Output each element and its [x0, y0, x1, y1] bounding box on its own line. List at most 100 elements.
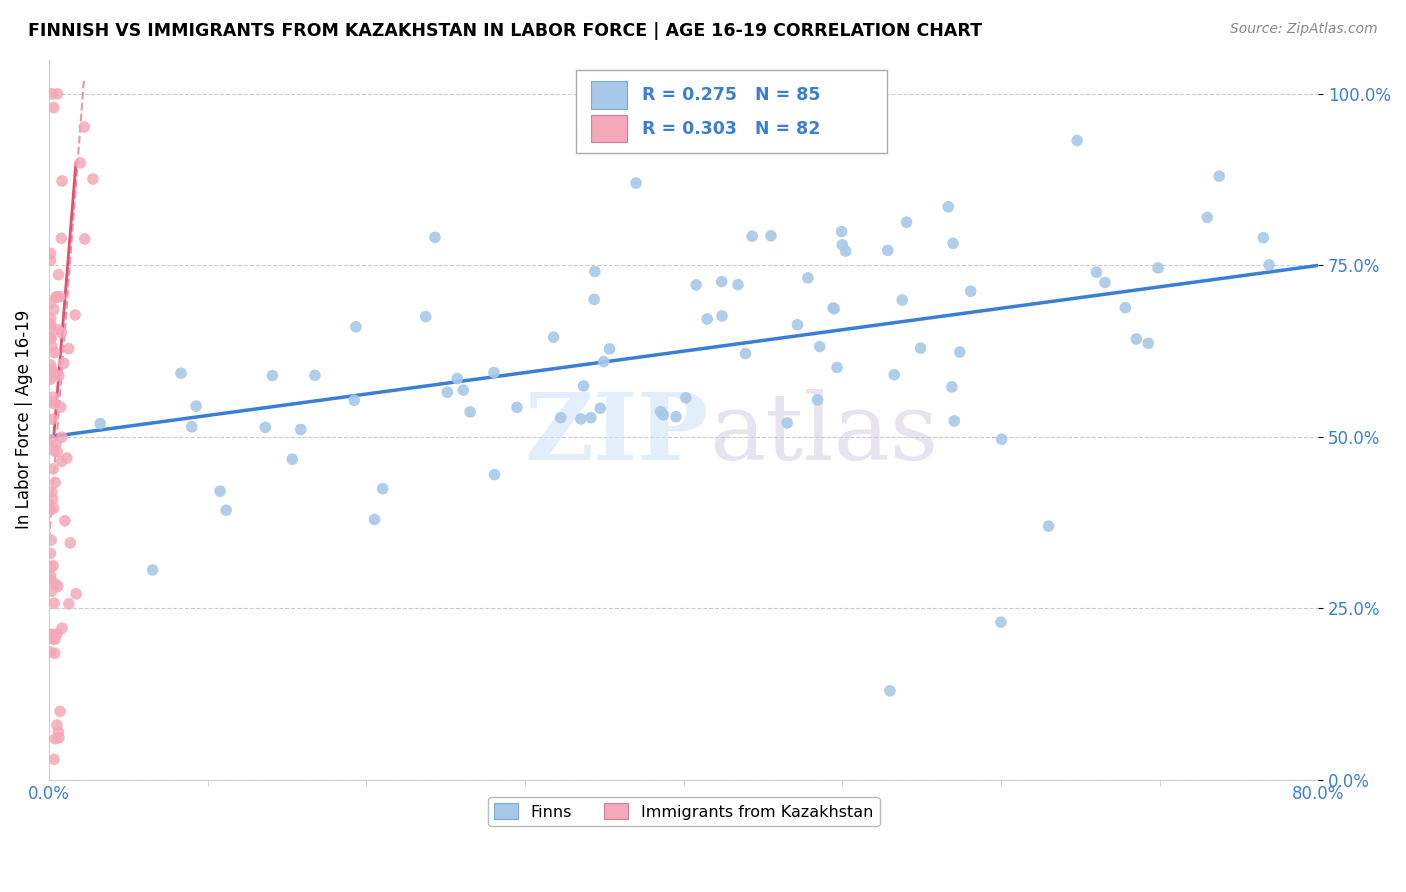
Point: [39, 572, 62, 586]
Point: [423, 230, 446, 244]
Point: [39, 296, 62, 310]
Point: [39, 246, 62, 260]
Point: [910, 341, 932, 355]
Text: FINNISH VS IMMIGRANTS FROM KAZAKHSTAN IN LABOR FORCE | AGE 16-19 CORRELATION CHA: FINNISH VS IMMIGRANTS FROM KAZAKHSTAN IN…: [28, 22, 983, 40]
Point: [696, 312, 718, 326]
Point: [363, 512, 385, 526]
Point: [46, 444, 69, 458]
Point: [42, 443, 65, 458]
Point: [56, 451, 79, 466]
Point: [41, 340, 63, 354]
Point: [685, 277, 707, 292]
Point: [39, 372, 62, 386]
Point: [592, 354, 614, 368]
Point: [262, 368, 284, 383]
Point: [831, 225, 853, 239]
Point: [482, 366, 505, 380]
Point: [51, 174, 73, 188]
Point: [290, 422, 312, 436]
Point: [39, 533, 62, 548]
Point: [436, 385, 458, 400]
Point: [896, 215, 918, 229]
Point: [44, 368, 66, 382]
Point: [46, 579, 69, 593]
Point: [1038, 519, 1060, 533]
Point: [808, 340, 831, 354]
Point: [254, 420, 277, 434]
Point: [550, 410, 572, 425]
Point: [39, 320, 62, 334]
Point: [624, 176, 647, 190]
Point: [823, 301, 845, 316]
Point: [343, 393, 366, 408]
Point: [453, 383, 475, 397]
Point: [44, 632, 66, 646]
Point: [42, 302, 65, 317]
Point: [42, 501, 65, 516]
Point: [711, 309, 734, 323]
Point: [48, 725, 70, 739]
Point: [1125, 332, 1147, 346]
Point: [1066, 134, 1088, 148]
Point: [49, 400, 72, 414]
Point: [48, 268, 70, 282]
Point: [51, 621, 73, 635]
Point: [344, 319, 367, 334]
Point: [1253, 231, 1275, 245]
Point: [41, 87, 63, 101]
Point: [1114, 301, 1136, 315]
Point: [990, 615, 1012, 629]
Point: [936, 200, 959, 214]
Point: [51, 231, 73, 245]
Point: [46, 322, 69, 336]
Point: [776, 416, 799, 430]
Point: [834, 244, 856, 258]
Point: [39, 503, 62, 517]
Point: [941, 380, 963, 394]
Point: [51, 454, 73, 468]
Point: [42, 390, 65, 404]
Point: [73, 120, 96, 134]
Point: [39, 546, 62, 560]
Point: [45, 290, 67, 304]
Point: [1094, 276, 1116, 290]
Point: [41, 584, 63, 599]
Point: [727, 277, 749, 292]
Point: [42, 627, 65, 641]
Point: [583, 264, 606, 278]
Point: [73, 232, 96, 246]
Point: [58, 342, 80, 356]
Point: [823, 301, 845, 315]
Point: [891, 293, 914, 307]
Point: [41, 412, 63, 426]
Point: [42, 558, 65, 573]
Point: [41, 363, 63, 377]
Legend: Finns, Immigrants from Kazakhstan: Finns, Immigrants from Kazakhstan: [488, 797, 880, 826]
Point: [543, 330, 565, 344]
Point: [39, 568, 62, 582]
Point: [1208, 169, 1230, 183]
Point: [42, 101, 65, 115]
Point: [484, 467, 506, 482]
Point: [943, 414, 966, 428]
Point: [665, 409, 688, 424]
Point: [39, 645, 62, 659]
Text: R = 0.275   N = 85: R = 0.275 N = 85: [641, 86, 820, 103]
Point: [209, 484, 232, 499]
Point: [281, 452, 304, 467]
Point: [39, 369, 62, 384]
Point: [990, 432, 1012, 446]
Point: [1147, 260, 1170, 275]
Point: [883, 368, 905, 382]
Point: [1137, 336, 1160, 351]
Point: [371, 482, 394, 496]
Y-axis label: In Labor Force | Age 16-19: In Labor Force | Age 16-19: [15, 310, 32, 529]
Point: [45, 437, 67, 451]
Point: [180, 419, 202, 434]
Point: [786, 318, 808, 332]
Point: [942, 236, 965, 251]
Text: Source: ZipAtlas.com: Source: ZipAtlas.com: [1230, 22, 1378, 37]
Point: [46, 627, 69, 641]
FancyBboxPatch shape: [575, 70, 887, 153]
Point: [569, 412, 592, 426]
